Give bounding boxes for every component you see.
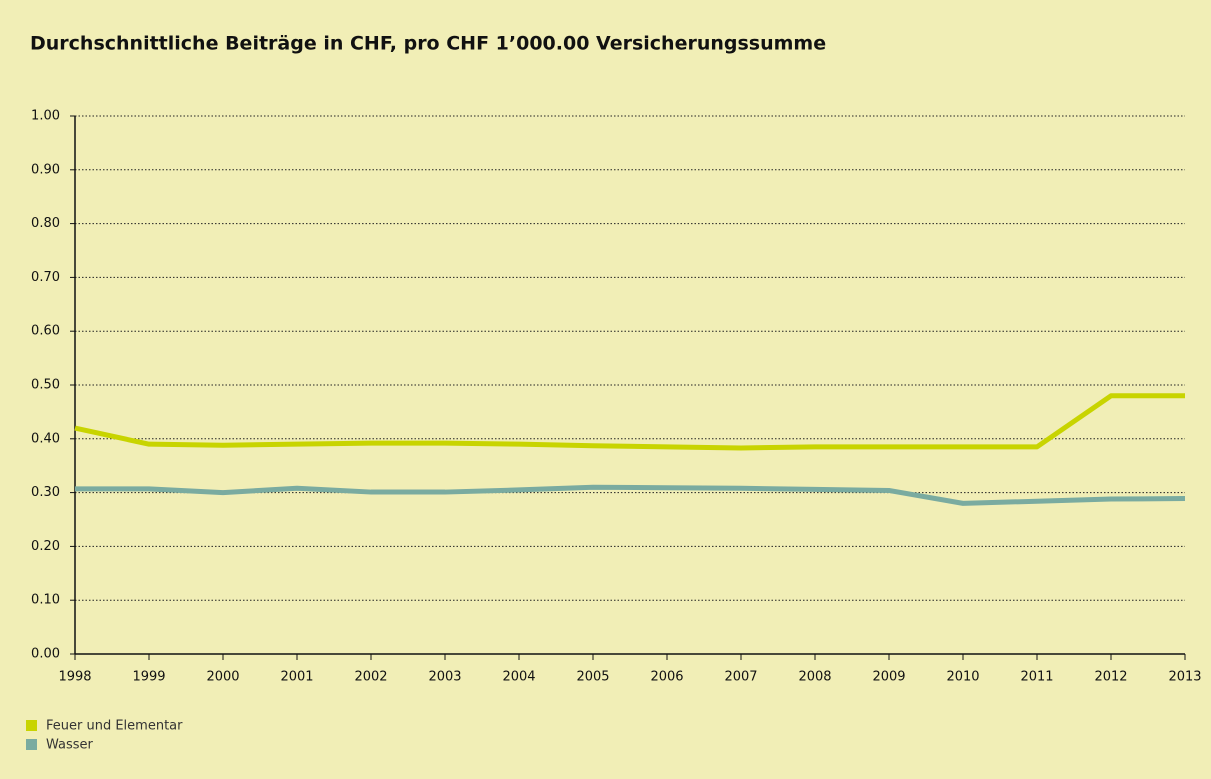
x-tick-label: 2005 <box>576 670 609 685</box>
y-tick-label: 0.70 <box>31 270 60 285</box>
y-tick-label: 1.00 <box>31 109 60 124</box>
x-tick-label: 2008 <box>798 670 831 685</box>
series-line <box>74 393 1185 451</box>
series-line <box>75 484 1186 506</box>
x-tick-label: 1999 <box>132 670 165 685</box>
y-tick-label: 0.60 <box>31 324 60 339</box>
x-tick-label: 2010 <box>946 670 979 685</box>
x-tick-label: 1998 <box>58 670 91 685</box>
legend-label: Wasser <box>46 738 94 753</box>
x-tick-label: 2007 <box>724 670 757 685</box>
x-tick-label: 2000 <box>206 670 239 685</box>
y-tick-label: 0.10 <box>31 593 60 608</box>
legend-swatch <box>26 720 37 731</box>
x-tick-label: 2002 <box>354 670 387 685</box>
legend-swatch <box>26 739 37 750</box>
x-tick-label: 2006 <box>650 670 683 685</box>
x-tick-label: 2009 <box>872 670 905 685</box>
chart-title: Durchschnittliche Beiträge in CHF, pro C… <box>30 33 826 55</box>
y-tick-label: 0.80 <box>31 216 60 231</box>
x-tick-label: 2013 <box>1168 670 1201 685</box>
y-tick-label: 0.30 <box>31 485 60 500</box>
x-tick-label: 2012 <box>1094 670 1127 685</box>
x-tick-label: 2011 <box>1020 670 1053 685</box>
y-tick-label: 0.20 <box>31 539 60 554</box>
y-tick-label: 0.00 <box>31 647 60 662</box>
x-tick-label: 2001 <box>280 670 313 685</box>
y-tick-label: 0.90 <box>31 162 60 177</box>
y-tick-label: 0.50 <box>31 378 60 393</box>
x-tick-label: 2004 <box>502 670 535 685</box>
legend-label: Feuer und Elementar <box>46 719 183 734</box>
y-tick-label: 0.40 <box>31 431 60 446</box>
x-tick-label: 2003 <box>428 670 461 685</box>
